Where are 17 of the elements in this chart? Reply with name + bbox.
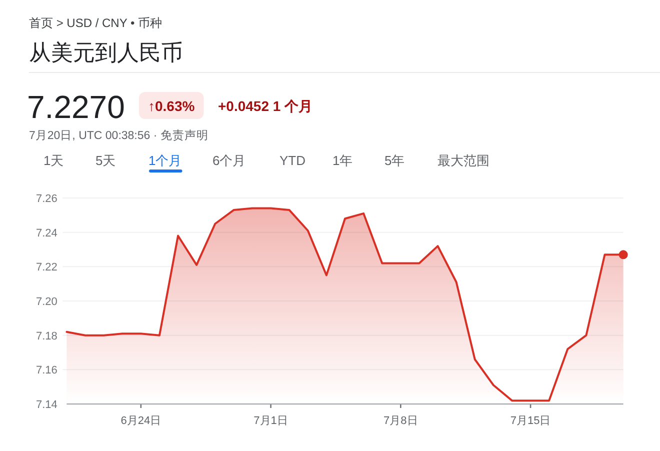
price: 7.2270 bbox=[27, 89, 125, 125]
y-tick-label: 7.24 bbox=[36, 227, 58, 240]
y-tick-label: 7.14 bbox=[36, 399, 58, 411]
title: 从美元到人民币 bbox=[29, 40, 183, 65]
y-tick-label: 7.22 bbox=[36, 262, 58, 274]
y-tick-label: 7.16 bbox=[36, 364, 58, 377]
x-tick-label: 7月8日 bbox=[384, 415, 418, 427]
breadcrumb: 首页 > USD / CNY • 币种 bbox=[29, 16, 162, 30]
x-tick-label: 7月15日 bbox=[510, 415, 551, 427]
x-tick-label: 7月1日 bbox=[254, 415, 288, 427]
y-tick-label: 7.18 bbox=[36, 330, 58, 342]
timestamp: 7月20日, UTC 00:38:56 · 免责声明 bbox=[29, 130, 208, 142]
change-value: +0.0452 1 个月 bbox=[218, 98, 313, 114]
y-tick-label: 7.26 bbox=[36, 193, 58, 205]
change-percent: ↑0.63% bbox=[139, 92, 204, 119]
x-tick-label: 6月24日 bbox=[120, 415, 162, 427]
y-tick-label: 7.20 bbox=[36, 296, 58, 308]
